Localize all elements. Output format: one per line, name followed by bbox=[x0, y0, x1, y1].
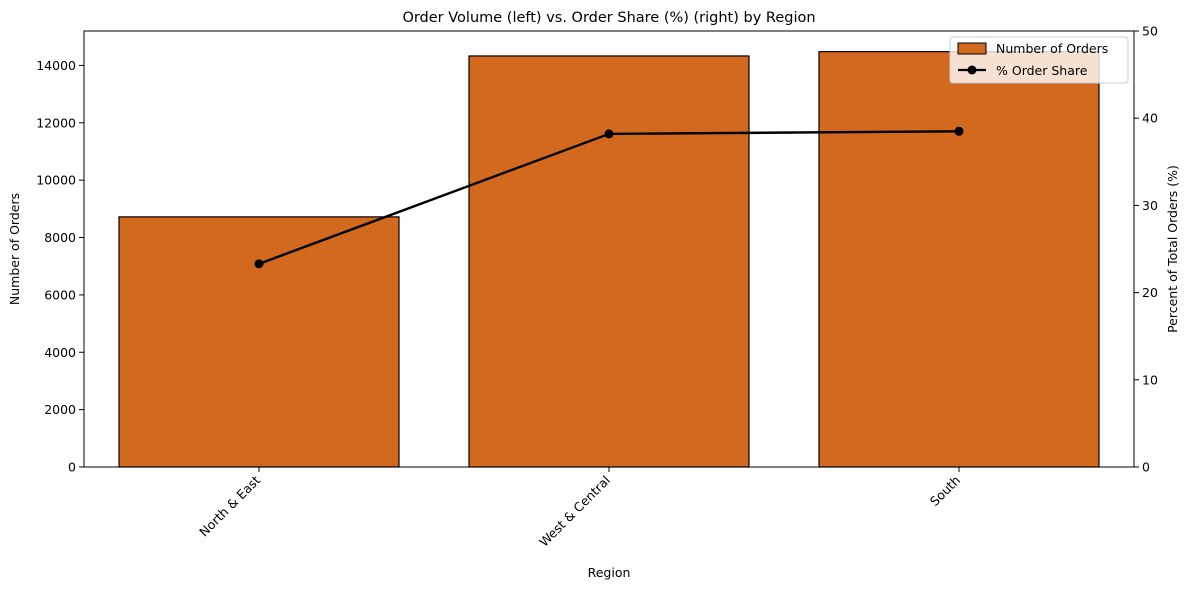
left-tick-label-0: 0 bbox=[68, 460, 76, 475]
legend-swatch-bar bbox=[957, 42, 987, 55]
right-tick-label-1: 10 bbox=[1142, 372, 1158, 387]
share-point-1 bbox=[604, 129, 614, 139]
left-axis: 0 2000 4000 6000 8000 10000 12000 14000 bbox=[36, 58, 84, 475]
legend: Number of Orders % Order Share bbox=[949, 36, 1129, 84]
x-axis-label: Region bbox=[588, 565, 631, 580]
bar-2 bbox=[818, 51, 1100, 468]
legend-label-bar: Number of Orders bbox=[996, 41, 1108, 56]
x-tick-label-2: South bbox=[927, 473, 963, 509]
right-tick-label-4: 40 bbox=[1142, 111, 1158, 126]
legend-box bbox=[949, 36, 1129, 84]
right-tick-label-3: 30 bbox=[1142, 198, 1158, 213]
share-point-0 bbox=[254, 259, 264, 269]
left-tick-label-3: 6000 bbox=[44, 287, 76, 302]
legend-label-line: % Order Share bbox=[996, 63, 1088, 78]
right-tick-label-5: 50 bbox=[1142, 24, 1158, 39]
left-tick-label-6: 12000 bbox=[36, 115, 76, 130]
left-tick-label-4: 8000 bbox=[44, 230, 76, 245]
right-axis: 0 10 20 30 40 50 bbox=[1134, 24, 1158, 475]
y-axis-label: Number of Orders bbox=[7, 193, 22, 305]
left-tick-label-5: 10000 bbox=[36, 173, 76, 188]
x-axis: North & East West & Central South bbox=[196, 467, 963, 550]
right-tick-label-2: 20 bbox=[1142, 285, 1158, 300]
x-tick-label-1: West & Central bbox=[536, 473, 613, 550]
y2-axis-label: Percent of Total Orders (%) bbox=[1165, 165, 1180, 333]
share-point-2 bbox=[954, 126, 964, 136]
chart-title: Order Volume (left) vs. Order Share (%) … bbox=[402, 10, 815, 26]
right-tick-label-0: 0 bbox=[1142, 460, 1150, 475]
bar-series bbox=[118, 51, 1100, 468]
bar-0 bbox=[118, 216, 400, 468]
line-series bbox=[254, 126, 964, 269]
left-tick-label-7: 14000 bbox=[36, 58, 76, 73]
left-tick-label-2: 4000 bbox=[44, 345, 76, 360]
x-tick-label-0: North & East bbox=[196, 472, 263, 539]
legend-marker-line bbox=[967, 65, 977, 75]
left-tick-label-1: 2000 bbox=[44, 402, 76, 417]
bar-1 bbox=[468, 55, 750, 468]
